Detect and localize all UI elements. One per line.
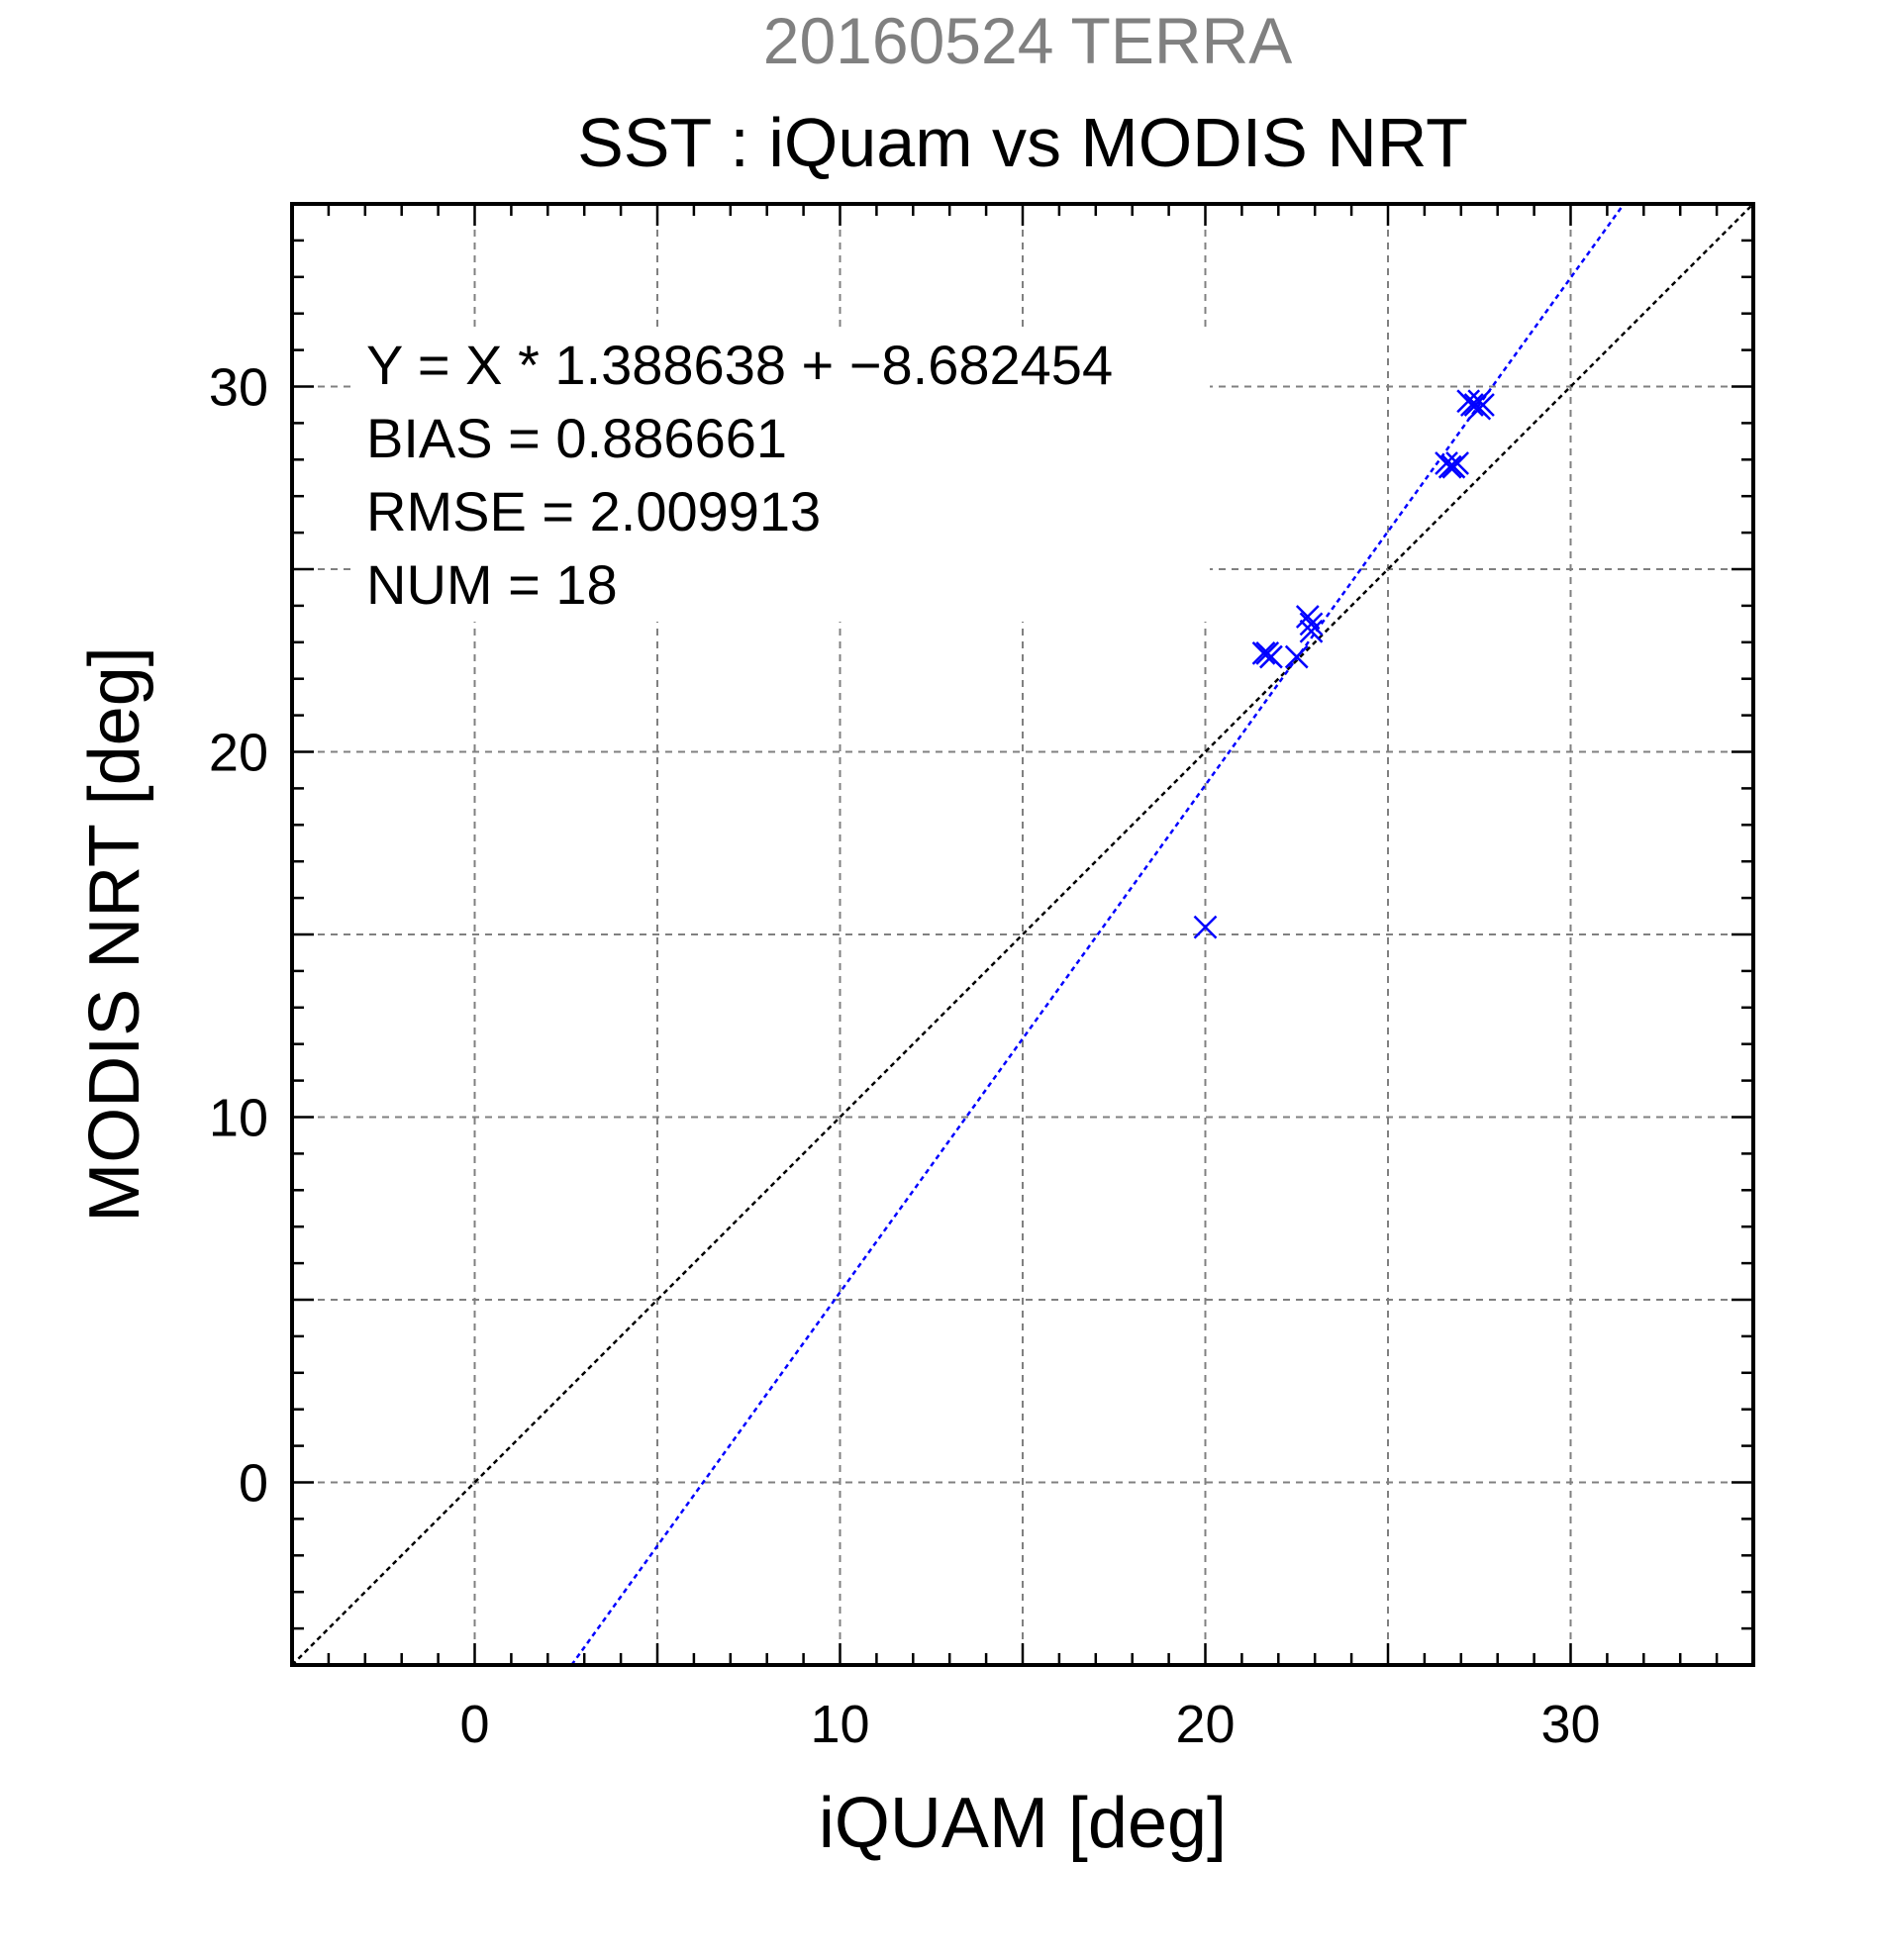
stats-box: Y = X * 1.388638 + −8.682454 BIAS = 0.88…	[356, 327, 1210, 622]
y-tick-label: 30	[209, 358, 268, 418]
data-point	[1259, 644, 1283, 669]
data-point	[1459, 393, 1484, 417]
data-point-stroke	[1445, 451, 1469, 475]
x-tick-label: 0	[459, 1695, 489, 1754]
identity-line	[291, 203, 1754, 1666]
data-point-stroke	[1299, 612, 1324, 637]
data-point	[1445, 451, 1469, 475]
chart-supertitle: 20160524 TERRA	[763, 4, 1292, 77]
reference-lines	[291, 203, 1754, 1666]
data-point	[1251, 640, 1276, 665]
data-point	[1467, 389, 1492, 414]
data-point-stroke	[1193, 915, 1218, 939]
x-tick-label: 20	[1175, 1695, 1235, 1754]
stats-num: NUM = 18	[366, 553, 618, 616]
plot-frame	[290, 202, 1755, 1667]
data-point-stroke	[1467, 389, 1492, 414]
x-tick-label: 30	[1540, 1695, 1600, 1754]
stats-bias: BIAS = 0.886661	[366, 407, 787, 469]
stats-equation: Y = X * 1.388638 + −8.682454	[366, 334, 1113, 396]
data-point-stroke	[1251, 640, 1276, 665]
tick-labels: 0 10 20 30 0 10 20 30	[209, 358, 1601, 1755]
data-point-stroke	[1437, 454, 1462, 479]
y-tick-label: 10	[209, 1089, 268, 1148]
data-points	[1193, 389, 1495, 939]
data-point-stroke	[1299, 619, 1324, 643]
data-point	[1295, 605, 1320, 629]
data-point-stroke	[1295, 605, 1320, 629]
data-point-stroke	[1259, 644, 1283, 669]
x-tick-label: 10	[810, 1695, 869, 1754]
stats-rmse: RMSE = 2.009913	[366, 480, 821, 542]
stats-box-background	[356, 327, 1210, 622]
data-point	[1193, 915, 1218, 939]
x-axis-label: iQUAM [deg]	[819, 1784, 1227, 1863]
regression-line	[570, 203, 1626, 1666]
data-point	[1299, 612, 1324, 637]
data-point-stroke	[1459, 393, 1484, 417]
y-axis-label: MODIS NRT [deg]	[75, 646, 154, 1223]
y-tick-label: 20	[209, 724, 268, 783]
data-point	[1299, 619, 1324, 643]
data-point	[1284, 644, 1309, 669]
data-point	[1437, 454, 1462, 479]
data-point-stroke	[1284, 644, 1309, 669]
y-tick-label: 0	[239, 1454, 268, 1514]
chart-title: SST : iQuam vs MODIS NRT	[577, 104, 1468, 181]
